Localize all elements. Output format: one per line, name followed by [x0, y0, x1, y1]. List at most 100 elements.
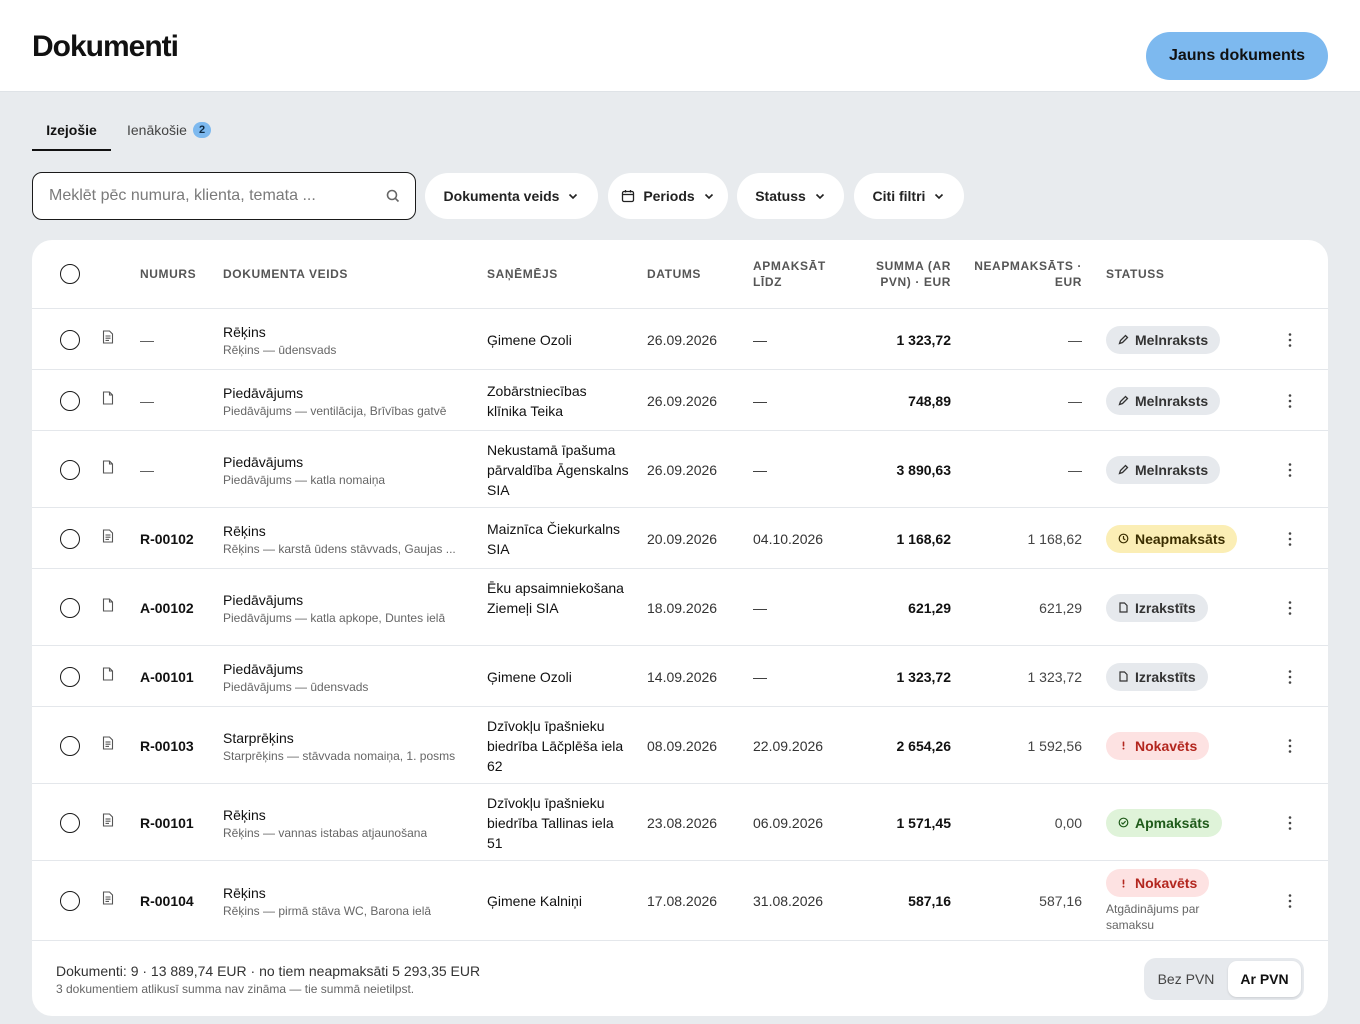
- document-icon: [1118, 602, 1129, 613]
- recipient-name: Dzīvokļu īpašnieku biedrība Tallinas iel…: [487, 794, 614, 851]
- filter-other-label: Citi filtri: [872, 188, 926, 204]
- document-tabs: Izejošie Ienākošie 2: [32, 114, 432, 151]
- column-header-sum-line2: PVN) · EUR: [880, 275, 951, 289]
- row-actions-icon[interactable]: [1284, 814, 1296, 832]
- document-number[interactable]: —: [140, 331, 154, 348]
- row-checkbox[interactable]: [60, 812, 80, 833]
- total-amount: 2 654,26: [896, 737, 952, 754]
- document-number[interactable]: R-00102: [140, 530, 194, 547]
- invoice-icon: [102, 812, 114, 827]
- select-all-checkbox[interactable]: [60, 264, 80, 284]
- invoice-icon: [102, 329, 114, 344]
- document-number[interactable]: A-00101: [140, 668, 194, 685]
- total-amount: 1 168,62: [896, 530, 952, 547]
- tab-outgoing-label: Izejošie: [46, 122, 97, 138]
- document-number[interactable]: —: [140, 461, 154, 478]
- document-type: Rēķins: [223, 522, 266, 539]
- column-header-unpaid[interactable]: Neapmaksāts · EUR: [974, 258, 1082, 290]
- documents-table-card: Numurs Dokumenta veids Saņēmējs Datums A…: [32, 240, 1328, 1016]
- calendar-icon: [622, 190, 635, 203]
- row-actions-icon[interactable]: [1284, 599, 1296, 617]
- row-actions-icon[interactable]: [1284, 331, 1296, 349]
- tab-outgoing[interactable]: Izejošie: [32, 114, 111, 151]
- table-header: Numurs Dokumenta veids Saņēmējs Datums A…: [32, 240, 1328, 309]
- table-row[interactable]: — Rēķins Rēķins — ūdensvads Ģimene Ozoli 26.…: [32, 309, 1328, 370]
- column-header-number[interactable]: Numurs: [140, 267, 197, 281]
- document-icon: [1118, 671, 1129, 682]
- table-row[interactable]: R-00104 Rēķins Rēķins — pirmā stāva WC, Ba…: [32, 861, 1328, 941]
- total-amount: 621,29: [908, 599, 951, 616]
- search-icon[interactable]: [385, 188, 401, 204]
- row-checkbox[interactable]: [60, 666, 80, 687]
- document-number[interactable]: R-00103: [140, 737, 194, 754]
- total-amount: 3 890,63: [896, 461, 952, 478]
- status-label: Melnraksts: [1135, 331, 1209, 348]
- vat-toggle-with-vat[interactable]: Ar PVN: [1228, 961, 1301, 997]
- row-actions-icon[interactable]: [1284, 737, 1296, 755]
- row-actions-icon[interactable]: [1284, 530, 1296, 548]
- due-date: —: [753, 599, 767, 616]
- table-row[interactable]: — Piedāvājums Piedāvājums — ventilācija, B…: [32, 370, 1328, 431]
- row-actions-icon[interactable]: [1284, 392, 1296, 410]
- document-number[interactable]: R-00101: [140, 814, 194, 831]
- status-badge: Nokavēts: [1106, 869, 1210, 897]
- document-date: 14.09.2026: [647, 668, 718, 685]
- row-actions-icon[interactable]: [1284, 668, 1296, 686]
- row-checkbox[interactable]: [60, 735, 80, 756]
- new-document-button[interactable]: Jauns dokuments: [1146, 32, 1328, 80]
- footer-summary: Dokumenti: 9 · 13 889,74 EUR · no tiem n…: [56, 963, 481, 979]
- total-amount: 1 571,45: [896, 814, 952, 831]
- invoice-icon: [102, 891, 114, 905]
- exclamation-icon: [1118, 740, 1129, 751]
- tab-incoming[interactable]: Ienākošie 2: [127, 114, 237, 151]
- document-icon: [102, 459, 114, 474]
- column-header-status[interactable]: Statuss: [1106, 267, 1165, 281]
- table-row[interactable]: R-00101 Rēķins Rēķins — vannas istabas atj…: [32, 784, 1328, 861]
- pencil-icon: [1118, 395, 1129, 406]
- column-header-sum[interactable]: Summa (ar PVN) · EUR: [876, 258, 951, 290]
- document-number[interactable]: R-00104: [140, 893, 194, 909]
- status-badge: Nokavēts: [1106, 731, 1210, 760]
- column-header-date[interactable]: Datums: [647, 267, 702, 281]
- document-type: Rēķins: [223, 323, 266, 340]
- document-number[interactable]: A-00102: [140, 599, 194, 616]
- column-header-recipient[interactable]: Saņēmējs: [487, 267, 558, 281]
- row-actions-icon[interactable]: [1284, 892, 1296, 910]
- filter-status[interactable]: Statuss: [737, 173, 844, 219]
- table-row[interactable]: A-00101 Piedāvājums Piedāvājums — ūdensvad…: [32, 646, 1328, 707]
- filter-other[interactable]: Citi filtri: [854, 173, 964, 219]
- unpaid-amount: —: [1068, 461, 1082, 478]
- document-number[interactable]: —: [140, 392, 154, 409]
- vat-toggle-without-vat[interactable]: Bez PVN: [1157, 971, 1215, 987]
- table-row[interactable]: — Piedāvājums Piedāvājums — katla nomaiņa N…: [32, 431, 1328, 508]
- row-checkbox[interactable]: [60, 459, 80, 480]
- filter-status-label: Statuss: [755, 188, 806, 204]
- status-badge: Izrakstīts: [1106, 662, 1208, 691]
- unpaid-amount: 587,16: [1039, 893, 1082, 909]
- tab-incoming-count-badge: 2: [192, 122, 212, 138]
- document-subject: Rēķins — pirmā stāva WC, Barona ielā: [223, 904, 432, 918]
- row-checkbox[interactable]: [60, 891, 80, 911]
- row-checkbox[interactable]: [60, 390, 80, 411]
- column-header-due[interactable]: Apmaksāt līdz: [753, 258, 826, 290]
- row-checkbox[interactable]: [60, 597, 80, 618]
- invoice-icon: [102, 528, 114, 543]
- table-row[interactable]: R-00102 Rēķins Rēķins — karstā ūdens stāvv…: [32, 508, 1328, 569]
- row-checkbox[interactable]: [60, 329, 80, 350]
- tab-incoming-label: Ienākošie: [127, 122, 187, 138]
- column-header-doc-type[interactable]: Dokumenta veids: [223, 267, 349, 281]
- row-actions-icon[interactable]: [1284, 461, 1296, 479]
- table-row[interactable]: A-00102 Piedāvājums Piedāvājums — katla ap…: [32, 569, 1328, 646]
- recipient-name: Ģimene Ozoli: [487, 331, 572, 348]
- filter-period[interactable]: Periods: [608, 173, 728, 219]
- table-row[interactable]: R-00103 Starprēķins Starprēķins — stāvvada…: [32, 707, 1328, 784]
- status-badge: Melnraksts: [1106, 325, 1221, 354]
- search-input[interactable]: [49, 187, 385, 205]
- due-date: 04.10.2026: [753, 530, 824, 547]
- filter-document-type[interactable]: Dokumenta veids: [425, 173, 598, 219]
- document-date: 08.09.2026: [647, 737, 718, 754]
- status-badge: Melnraksts: [1106, 455, 1221, 484]
- document-type: Piedāvājums: [223, 384, 304, 401]
- chevron-down-icon: [935, 193, 944, 200]
- row-checkbox[interactable]: [60, 528, 80, 549]
